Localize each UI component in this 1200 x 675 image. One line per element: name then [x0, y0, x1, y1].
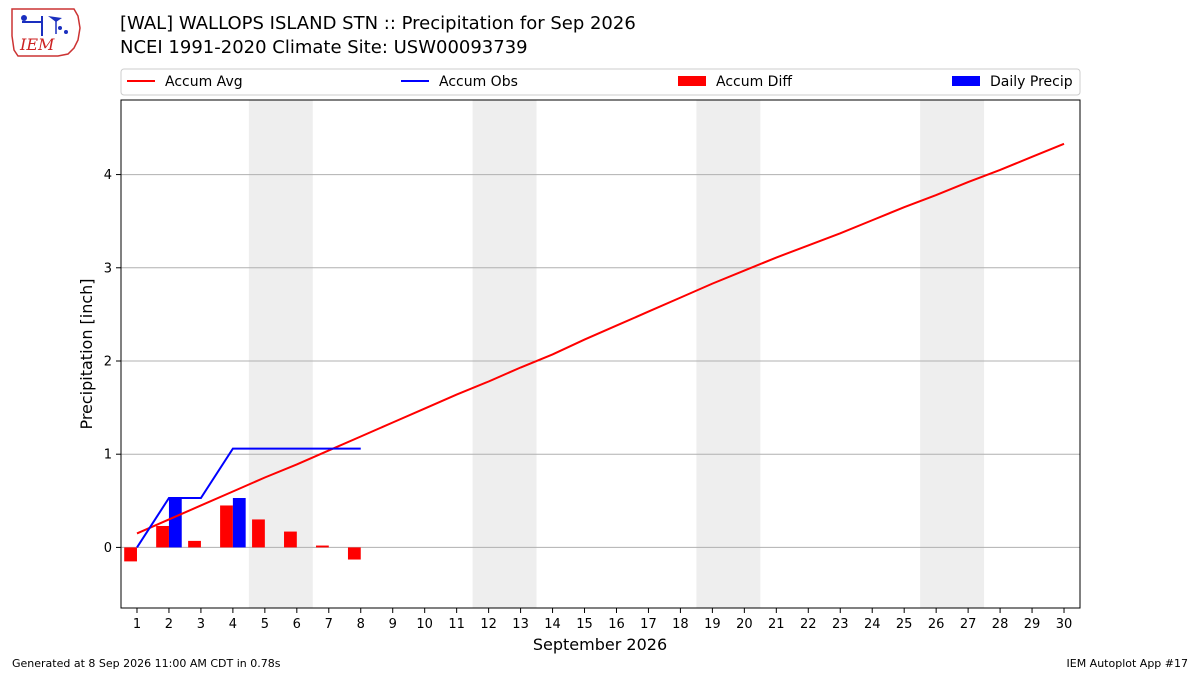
x-tick-label: 6 — [293, 617, 301, 632]
y-tick-label: 0 — [104, 541, 112, 556]
weekend-shade — [696, 100, 761, 608]
accum-diff-bar — [124, 547, 137, 562]
legend-label: Accum Diff — [716, 74, 792, 90]
app-note: IEM Autoplot App #17 — [1066, 657, 1189, 670]
x-axis-ticks: 1 2 3 4 5 6 7 8 9 10 11 12 13 14 15 16 17 18 19 20 21 22 23 24 2… — [133, 608, 1072, 632]
accum-diff-bar — [220, 505, 233, 548]
legend-bar-swatch — [678, 76, 706, 86]
daily-precip-bar — [168, 498, 182, 548]
x-tick-label: 3 — [197, 617, 205, 632]
x-tick-label: 25 — [896, 617, 913, 632]
x-tick-label: 15 — [576, 617, 593, 632]
accum-avg-line — [136, 142, 1065, 535]
chart-title: [WAL] WALLOPS ISLAND STN :: Precipitatio… — [120, 13, 636, 34]
x-tick-label: 22 — [800, 617, 817, 632]
plot-frame — [120, 99, 1081, 609]
x-tick-label: 24 — [864, 617, 881, 632]
y-axis-label: Precipitation [inch] — [77, 278, 96, 429]
svg-text:IEM: IEM — [19, 35, 55, 54]
legend-label: Accum Obs — [439, 74, 518, 90]
x-tick-label: 8 — [357, 617, 365, 632]
x-tick-label: 2 — [165, 617, 173, 632]
y-tick-label: 2 — [104, 354, 112, 369]
x-tick-label: 23 — [832, 617, 849, 632]
x-tick-label: 13 — [512, 617, 529, 632]
x-tick-label: 11 — [448, 617, 465, 632]
x-tick-label: 21 — [768, 617, 785, 632]
y-tick-label: 1 — [104, 448, 112, 463]
bars-layer — [124, 498, 361, 562]
accum-obs-line — [136, 447, 361, 548]
x-tick-label: 17 — [640, 617, 657, 632]
accum-diff-bar — [347, 547, 361, 560]
accum-diff-bar — [156, 525, 169, 548]
x-tick-label: 7 — [325, 617, 333, 632]
x-tick-label: 10 — [416, 617, 433, 632]
accum-diff-bar — [315, 545, 329, 548]
x-tick-label: 30 — [1056, 617, 1073, 632]
x-tick-label: 9 — [389, 617, 397, 632]
x-tick-label: 29 — [1024, 617, 1041, 632]
x-tick-label: 18 — [672, 617, 689, 632]
legend-box — [120, 68, 1081, 96]
x-tick-label: 12 — [480, 617, 497, 632]
generated-note: Generated at 8 Sep 2026 11:00 AM CDT in … — [12, 657, 281, 670]
x-tick-label: 26 — [928, 617, 945, 632]
legend-bar-swatch — [952, 76, 980, 86]
weekend-shading — [248, 100, 985, 608]
x-tick-label: 28 — [992, 617, 1009, 632]
daily-precip-bar — [232, 498, 246, 548]
y-tick-label: 3 — [104, 261, 112, 276]
legend-label: Daily Precip — [990, 74, 1073, 90]
x-tick-label: 4 — [229, 617, 237, 632]
accum-diff-bar — [252, 519, 265, 548]
chart-subtitle: NCEI 1991-2020 Climate Site: USW00093739 — [120, 37, 528, 58]
iem-logo: IEM — [8, 6, 82, 58]
y-axis-ticks: 0 1 2 3 4 — [104, 168, 121, 556]
x-axis-label: September 2026 — [533, 635, 667, 654]
y-tick-label: 4 — [104, 168, 112, 183]
y-gridlines — [121, 174, 1080, 548]
iem-logo-graphic: IEM — [11, 8, 81, 57]
x-tick-label: 19 — [704, 617, 721, 632]
legend: Accum Avg Accum Obs Accum Diff Daily Precip — [120, 68, 1081, 96]
x-tick-label: 16 — [608, 617, 625, 632]
weekend-shade — [920, 100, 985, 608]
x-tick-label: 14 — [544, 617, 561, 632]
legend-label: Accum Avg — [165, 74, 243, 90]
weekend-shade — [472, 100, 537, 608]
x-tick-label: 20 — [736, 617, 753, 632]
accum-diff-bar — [188, 540, 201, 548]
x-tick-label: 27 — [960, 617, 977, 632]
lines-layer — [136, 142, 1065, 548]
x-tick-label: 5 — [261, 617, 269, 632]
x-tick-label: 1 — [133, 617, 141, 632]
accum-diff-bar — [284, 531, 297, 548]
